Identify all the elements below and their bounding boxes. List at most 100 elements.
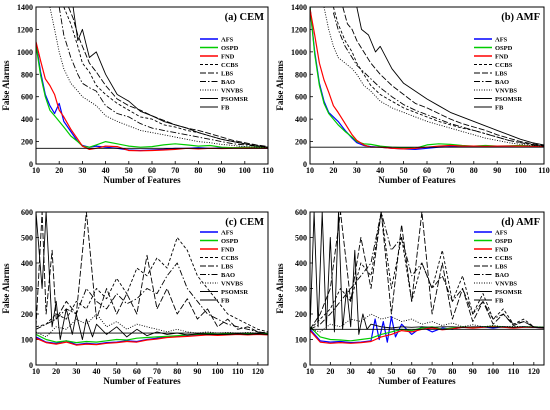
- x-tick-label: 120: [252, 367, 264, 376]
- legend-label: BAO: [221, 79, 235, 86]
- series-line-bao: [36, 262, 268, 334]
- chart-title: (d) AMF: [501, 217, 540, 228]
- x-tick-label: 70: [428, 367, 436, 376]
- x-tick-label: 10: [306, 166, 314, 175]
- plot-frame: [309, 211, 545, 366]
- x-tick-label: 90: [218, 166, 226, 175]
- series-line-ccbs: [310, 212, 544, 330]
- x-tick-label: 40: [367, 367, 375, 376]
- y-tick-label: 300: [21, 285, 33, 294]
- chart-panel-3: 10 20 30 40 50 60 70 80 90 100 110 120 0 100 200 300 400…: [275, 208, 545, 386]
- chart-panel-0: 10 20 30 40 50 60 70 80 90 100 110 0 200 400 600 800 100…: [1, 3, 274, 185]
- legend-label: LBS: [221, 264, 234, 271]
- legend-label: AFS: [221, 230, 234, 237]
- x-tick-label: 20: [52, 367, 60, 376]
- legend-label: FND: [495, 247, 509, 254]
- series-line-ospd: [310, 7, 544, 149]
- x-tick-label: 50: [400, 166, 408, 175]
- y-axis-label: False Alarms: [275, 263, 285, 314]
- y-tick-label: 600: [21, 93, 33, 102]
- x-tick-label: 100: [212, 367, 224, 376]
- legend-label: VNVBS: [221, 281, 243, 288]
- legend-label: AFS: [495, 230, 508, 237]
- legend-label: VNVBS: [221, 88, 243, 95]
- y-tick-label: 600: [295, 208, 307, 217]
- x-tick-label: 40: [102, 166, 110, 175]
- x-tick-label: 40: [93, 367, 101, 376]
- series-line-vnvbs: [49, 7, 268, 149]
- x-tick-label: 20: [326, 367, 334, 376]
- x-tick-label: 90: [193, 367, 201, 376]
- y-tick-label: 1000: [291, 48, 307, 57]
- x-tick-label: 60: [408, 367, 416, 376]
- x-tick-label: 110: [508, 367, 520, 376]
- legend-label: LBS: [495, 71, 508, 78]
- x-tick-label: 50: [387, 367, 395, 376]
- plot-frame: [309, 6, 545, 165]
- series-line-fnd: [310, 9, 544, 150]
- x-tick-label: 60: [148, 166, 156, 175]
- y-tick-label: 800: [295, 70, 307, 79]
- x-tick-label: 40: [376, 166, 384, 175]
- legend-label: CCBS: [495, 62, 513, 69]
- series-line-fnd: [310, 326, 544, 344]
- legend-label: BAO: [495, 272, 509, 279]
- plot-frame: [35, 6, 269, 165]
- x-tick-label: 50: [113, 367, 121, 376]
- y-tick-label: 100: [21, 336, 33, 345]
- legend-label: FB: [495, 298, 504, 305]
- series-line-ccbs: [36, 237, 268, 333]
- series-lines: [310, 7, 544, 150]
- x-tick-label: 90: [469, 367, 477, 376]
- legend-label: PSOMSR: [221, 96, 248, 103]
- y-tick-label: 0: [29, 361, 33, 370]
- legend-label: FB: [495, 105, 504, 112]
- series-line-ospd: [36, 332, 268, 344]
- y-tick-label: 200: [295, 310, 307, 319]
- series-line-ccbs: [63, 7, 268, 148]
- y-tick-label: 400: [295, 115, 307, 124]
- series-line-lbs: [342, 7, 544, 146]
- x-tick-label: 70: [153, 367, 161, 376]
- y-tick-label: 600: [295, 93, 307, 102]
- legend-label: BAO: [495, 79, 509, 86]
- legend-label: CCBS: [221, 62, 239, 69]
- x-tick-label: 100: [239, 166, 251, 175]
- legend-label: AFS: [495, 37, 508, 44]
- y-tick-label: 200: [21, 310, 33, 319]
- y-tick-label: 500: [21, 234, 33, 243]
- legend-label: BAO: [221, 272, 235, 279]
- chart-title: (c) CEM: [225, 217, 264, 228]
- y-axis-label: False Alarms: [1, 60, 11, 111]
- legend-label: VNVBS: [495, 88, 517, 95]
- y-tick-label: 0: [29, 160, 33, 169]
- series-line-ccbs: [332, 7, 544, 147]
- x-tick-label: 60: [133, 367, 141, 376]
- series-line-psomsr: [310, 212, 544, 335]
- y-tick-label: 400: [21, 259, 33, 268]
- x-tick-label: 110: [262, 166, 274, 175]
- y-tick-label: 800: [21, 70, 33, 79]
- y-tick-label: 0: [303, 361, 307, 370]
- x-axis-label: Number of Features: [378, 376, 456, 386]
- series-line-ospd: [36, 45, 268, 149]
- legend-label: FND: [221, 247, 235, 254]
- chart-title: (a) CEM: [225, 12, 264, 23]
- legend-label: FND: [221, 54, 235, 61]
- x-tick-label: 70: [171, 166, 179, 175]
- x-tick-label: 10: [306, 367, 314, 376]
- y-tick-label: 400: [21, 115, 33, 124]
- legend-label: AFS: [221, 37, 234, 44]
- legend-label: OSPD: [221, 45, 239, 52]
- series-line-bao: [310, 212, 544, 330]
- series-line-vnvbs: [323, 7, 544, 147]
- x-tick-label: 30: [72, 367, 80, 376]
- legend-label: VNVBS: [495, 281, 517, 288]
- chart-panel-2: 10 20 30 40 50 60 70 80 90 100 110 120 0 100 200 300 400…: [1, 208, 269, 386]
- x-tick-label: 80: [448, 367, 456, 376]
- x-tick-label: 80: [194, 166, 202, 175]
- y-tick-label: 100: [295, 336, 307, 345]
